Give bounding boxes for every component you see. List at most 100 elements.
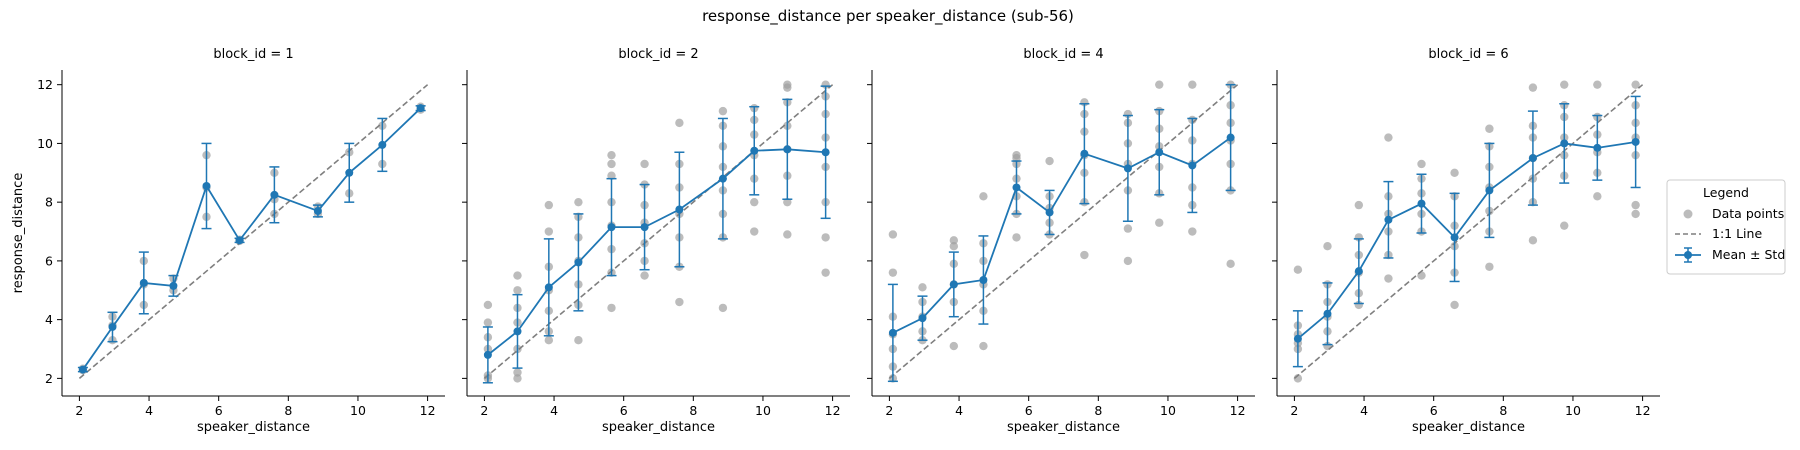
data-point [607,303,616,313]
legend-item-mean-std: Mean ± Std [1712,247,1785,262]
mean-marker [750,146,759,155]
data-point [607,150,616,160]
legend-title: Legend [1703,185,1749,200]
data-point [1384,274,1393,283]
data-point [1528,236,1538,245]
data-point [1631,200,1640,210]
mean-marker [949,280,958,289]
data-point [979,341,988,351]
mean-line [82,107,422,371]
data-point [888,268,898,277]
mean-marker [607,223,616,232]
legend-item-data-points: Data points [1712,206,1784,221]
data-point [513,374,522,383]
legend-points-marker [1683,209,1693,219]
data-point [483,300,493,310]
mean-marker [1354,267,1363,276]
mean-marker [416,104,425,113]
data-point [1485,262,1494,271]
data-point [483,318,493,327]
x-tick-label: 6 [1025,403,1033,418]
legend-mean-marker [1684,251,1692,259]
data-point [675,297,684,307]
identity-line [1293,84,1644,379]
data-point [607,159,616,169]
mean-line [1297,141,1636,340]
mean-marker [1450,233,1459,242]
figure-title: response_distance per speaker_distance (… [702,7,1074,26]
data-point [1560,80,1569,89]
data-point [574,335,583,345]
legend: Legend Data points 1:1 Line Mean ± Std [1666,179,1786,275]
y-tick-label: 6 [45,253,53,268]
x-tick-label: 10 [1160,403,1176,418]
identity-line [483,84,834,379]
data-point [544,335,554,345]
panel-title: block_id = 4 [1023,47,1103,62]
data-point [1155,218,1164,227]
legend-frame [1666,179,1786,275]
data-point [918,283,927,292]
panel-title: block_id = 1 [213,47,293,62]
x-tick-label: 8 [1499,403,1507,418]
mean-marker [139,278,148,287]
x-tick-label: 2 [1290,403,1298,418]
x-tick-label: 10 [350,403,366,418]
data-point [1188,227,1197,236]
mean-marker [270,190,279,199]
data-point [821,233,830,242]
x-tick-label: 6 [215,403,223,418]
mean-marker [544,283,553,292]
mean-marker [979,275,988,284]
data-point [1080,250,1089,260]
data-point [544,227,554,236]
data-point [718,106,728,116]
data-point [1485,124,1494,133]
data-point [783,230,792,239]
mean-marker [378,140,387,149]
legend-item-identity-line: 1:1 Line [1712,226,1762,241]
data-point [513,368,522,377]
x-tick-label: 4 [955,403,963,418]
mean-marker [202,182,211,191]
mean-marker [718,174,727,183]
mean-marker [1123,164,1132,173]
mean-marker [1012,183,1021,192]
panel-4: block_id = 6 2 4 6 8 10 12 speaker_distance [1272,47,1660,435]
identity-line [78,84,429,379]
data-point [1631,80,1640,89]
mean-marker [574,258,583,267]
data-point [574,197,583,207]
data-point [1450,168,1459,177]
data-point [513,271,522,280]
mean-marker [313,206,322,215]
data-point [640,271,649,280]
mean-marker [1631,137,1640,146]
mean-line [892,136,1232,334]
data-point [949,236,959,245]
data-point [1631,209,1640,219]
data-point [1123,224,1133,233]
data-point [783,83,792,92]
panel-title: block_id = 6 [1428,47,1508,62]
x-tick-label: 8 [689,403,697,418]
mean-marker [1384,215,1393,224]
mean-marker [1323,309,1332,318]
data-point [783,197,792,207]
data-point [1593,192,1602,201]
data-point [750,227,759,236]
mean-marker [675,205,684,214]
mean-marker [169,281,178,290]
mean-marker [783,145,792,154]
panel-1: block_id = 1 2 4 6 8 10 12 2 4 6 8 10 12 speaker_dist… [11,47,445,435]
mean-marker [640,223,649,232]
mean-marker [1528,154,1537,163]
x-tick-label: 12 [1230,403,1246,418]
data-point [1560,221,1569,230]
x-tick-label: 8 [1094,403,1102,418]
data-point [1293,265,1303,274]
identity-line [888,84,1239,379]
data-point [675,118,684,128]
data-point [888,230,898,239]
